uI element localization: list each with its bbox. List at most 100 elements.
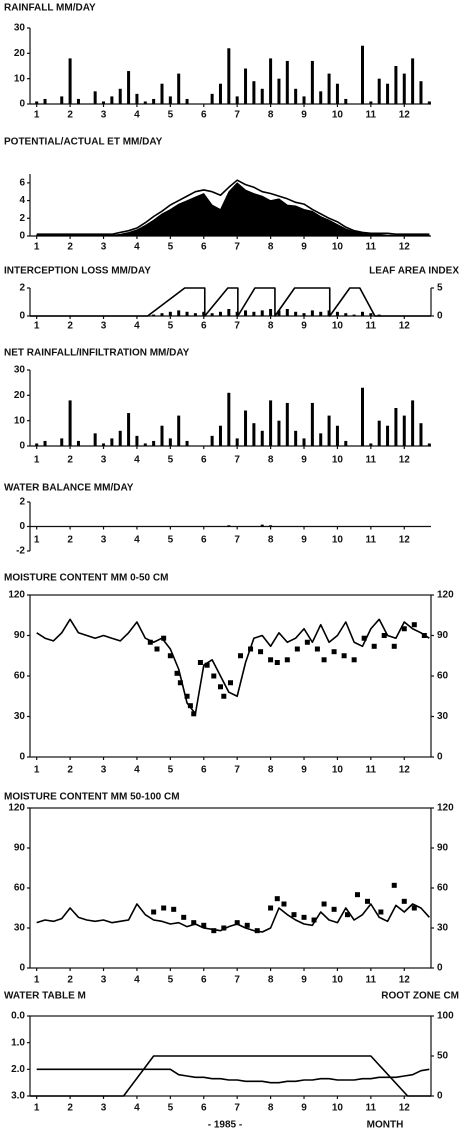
x-tick-label: 8	[268, 242, 274, 253]
y2-tick-label: 0	[437, 1091, 443, 1102]
y-tick-label: 4	[19, 195, 25, 206]
x-tick-label: 3	[101, 765, 107, 776]
bar	[260, 524, 264, 527]
bar	[302, 438, 306, 446]
observed-point	[284, 657, 290, 663]
y2-tick-label: 50	[437, 1051, 449, 1062]
bar	[93, 433, 97, 446]
x-tick-label: 12	[399, 321, 411, 332]
x-tick-label: 4	[134, 455, 140, 466]
panel-title: WATER BALANCE MM/DAY	[4, 483, 134, 494]
x-tick-label: 1	[34, 765, 40, 776]
x-tick-label: 12	[399, 975, 411, 986]
x-tick-label: 11	[366, 1103, 377, 1114]
x-tick-label: 2	[67, 455, 73, 466]
bar	[60, 96, 64, 104]
observed-point	[314, 646, 320, 652]
observed-point	[167, 653, 173, 659]
x-tick-label: 2	[67, 535, 73, 546]
bar	[185, 98, 189, 104]
bar	[394, 408, 398, 446]
x-tick-label: 4	[134, 110, 140, 121]
bar	[260, 430, 264, 446]
bar	[143, 101, 147, 104]
bar	[319, 311, 323, 316]
y-tick-label: 2.0	[11, 1064, 25, 1075]
x-axis-label: - 1985 -	[208, 1120, 242, 1131]
bar	[285, 309, 289, 316]
observed-point	[221, 693, 227, 699]
bar	[260, 88, 264, 104]
y-tick-label: 120	[8, 590, 25, 601]
panel-title-right: ROOT ZONE CM	[381, 991, 459, 1002]
bar	[152, 314, 156, 316]
bar	[344, 313, 348, 316]
x-tick-label: 8	[268, 535, 274, 546]
x-tick-label: 8	[268, 1103, 274, 1114]
observed-point	[321, 657, 327, 663]
bar	[302, 313, 306, 316]
x-tick-label: 10	[332, 1103, 344, 1114]
bar	[386, 425, 390, 446]
bar	[285, 402, 289, 446]
bar	[210, 313, 214, 316]
x-tick-label: 9	[301, 455, 307, 466]
panel-title: POTENTIAL/ACTUAL ET MM/DAY	[4, 137, 163, 148]
observed-point	[221, 925, 227, 931]
bar	[135, 93, 139, 104]
bar	[269, 58, 273, 104]
observed-point	[321, 901, 327, 907]
bar	[269, 525, 273, 527]
observed-point	[401, 626, 407, 632]
bar	[218, 83, 222, 104]
bar	[168, 311, 172, 316]
bar	[168, 438, 172, 446]
bar	[269, 309, 273, 316]
observed-point	[354, 892, 360, 898]
bar	[277, 78, 281, 104]
observed-point	[351, 657, 357, 663]
bar	[185, 440, 189, 446]
bar	[110, 438, 114, 446]
observed-point	[184, 693, 190, 699]
x-tick-label: 11	[366, 765, 377, 776]
bar	[310, 402, 314, 446]
observed-point	[191, 711, 197, 717]
line	[36, 903, 430, 933]
bar	[252, 311, 256, 316]
observed-point	[301, 914, 307, 920]
panel-title-right: LEAF AREA INDEX	[369, 266, 459, 277]
y2-tick-label: 5	[437, 283, 443, 294]
bar	[227, 309, 231, 316]
bar	[177, 415, 181, 446]
x-tick-label: 3	[101, 321, 107, 332]
x-tick-label: 6	[201, 975, 207, 986]
x-tick-label: 11	[366, 110, 377, 121]
observed-point	[294, 646, 300, 652]
bar	[76, 98, 80, 104]
x-tick-label: 2	[67, 110, 73, 121]
bar	[386, 83, 390, 104]
observed-point	[371, 643, 377, 649]
line	[36, 179, 430, 236]
observed-point	[391, 882, 397, 888]
y-tick-label: 2	[19, 213, 25, 224]
x-tick-label: 7	[234, 535, 240, 546]
bar	[152, 440, 156, 446]
bar	[369, 313, 373, 316]
bar	[43, 98, 47, 104]
observed-point	[391, 643, 397, 649]
y2-tick-label: 0	[437, 311, 443, 322]
x-tick-label: 6	[201, 535, 207, 546]
y-tick-label: 0	[19, 311, 25, 322]
y-tick-label: 60	[14, 671, 26, 682]
y-tick-label: 0	[19, 441, 25, 452]
y-tick-label: 6	[19, 177, 25, 188]
y2-tick-label: 100	[437, 1011, 454, 1022]
bar	[68, 400, 72, 446]
bar	[235, 438, 239, 446]
x-tick-label: 4	[134, 321, 140, 332]
x-tick-label: 4	[134, 535, 140, 546]
panel-title: MOISTURE CONTENT MM 0-50 CM	[4, 573, 168, 584]
